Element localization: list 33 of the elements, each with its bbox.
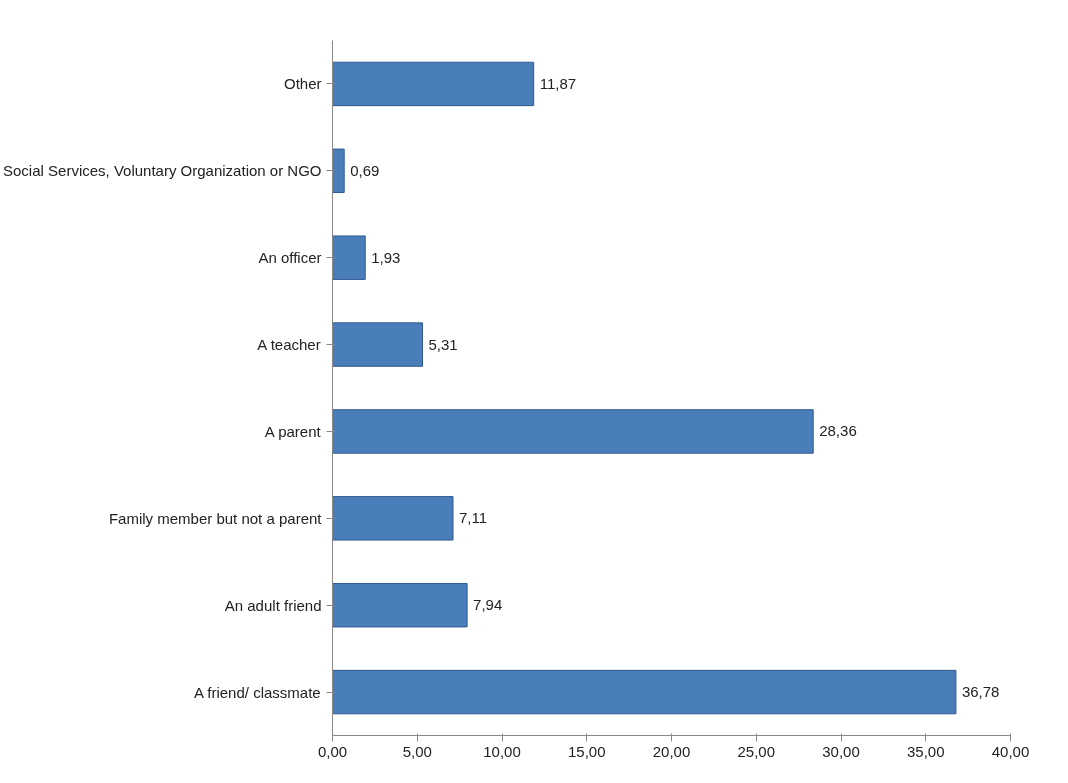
x-tick-label: 10,00: [483, 742, 521, 760]
y-tick-label: Other: [283, 75, 322, 93]
x-tick-label: 15,00: [567, 742, 606, 760]
data-label: 7,94: [473, 596, 503, 614]
y-tick-label: An officer: [258, 249, 322, 267]
data-label: 11,87: [539, 74, 577, 92]
bar: [332, 148, 345, 194]
x-tick-label: 30,00: [822, 742, 860, 760]
x-tick-label: 25,00: [737, 742, 776, 760]
bar: [332, 496, 454, 541]
data-label: 36,78: [961, 683, 1000, 701]
data-label: 0,69: [350, 161, 380, 179]
data-label: 28,36: [819, 422, 857, 440]
bar: [332, 409, 814, 454]
data-label: 5,31: [428, 335, 458, 353]
y-tick-label: Family member but not a parent: [108, 509, 323, 527]
bar: [332, 61, 535, 107]
bar: [332, 582, 468, 628]
bar: [332, 322, 423, 367]
y-tick-label: An adult friend: [224, 596, 322, 614]
x-tick-label: 5,00: [402, 742, 432, 760]
y-tick-label: A parent: [264, 422, 322, 440]
data-label: 1,93: [371, 248, 401, 266]
data-label: 7,11: [459, 509, 488, 527]
x-tick-label: 20,00: [652, 742, 691, 760]
y-tick-label: A friend/ classmate: [193, 683, 321, 701]
x-tick-label: 0,00: [317, 742, 348, 760]
y-tick-label: A teacher: [257, 336, 321, 354]
bar: [332, 235, 366, 280]
x-tick-label: 35,00: [906, 742, 945, 760]
x-tick-label: 40,00: [991, 742, 1030, 760]
y-tick-label: Social Services, Voluntary Organization or NGO: [3, 162, 322, 180]
bar: [332, 669, 957, 715]
